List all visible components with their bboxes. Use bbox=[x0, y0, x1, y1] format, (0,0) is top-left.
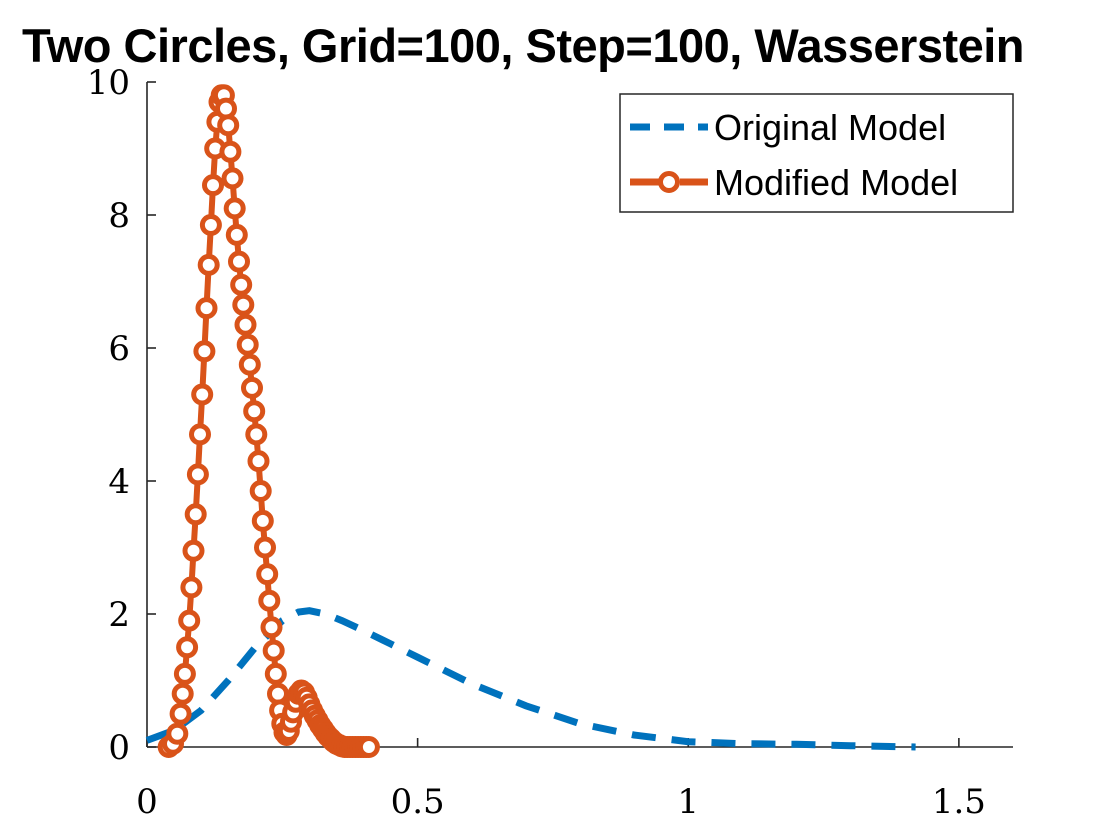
series-point-modified bbox=[217, 114, 240, 137]
series-point-modified bbox=[178, 609, 201, 632]
y-tick-label: 6 bbox=[108, 329, 130, 369]
x-tick-label: 0 bbox=[136, 782, 158, 822]
legend-label-modified: Modified Model bbox=[714, 162, 958, 203]
series-point-modified bbox=[184, 503, 207, 526]
y-tick-label: 4 bbox=[108, 462, 130, 502]
series-point-modified bbox=[173, 662, 196, 685]
series-point-modified bbox=[193, 340, 216, 363]
series-point-modified bbox=[236, 333, 259, 356]
chart-title: Two Circles, Grid=100, Step=100, Wassers… bbox=[22, 19, 1025, 72]
series-point-modified bbox=[223, 197, 246, 220]
series-point-modified bbox=[199, 214, 222, 236]
series-point-modified bbox=[232, 293, 255, 316]
series-point-modified bbox=[256, 563, 279, 586]
series-point-modified bbox=[219, 140, 242, 163]
series-point-modified bbox=[221, 167, 244, 190]
y-tick-label: 8 bbox=[108, 196, 130, 236]
y-ticks: 0 2 4 6 8 10 bbox=[87, 63, 156, 768]
series-point-modified bbox=[228, 250, 250, 273]
x-tick-label: 1.5 bbox=[932, 782, 986, 822]
legend-marker-modified bbox=[658, 171, 680, 193]
series-point-modified bbox=[230, 273, 253, 296]
x-tick-label: 0.5 bbox=[391, 782, 445, 822]
legend-label-original: Original Model bbox=[714, 107, 946, 148]
series-point-modified bbox=[247, 450, 270, 473]
series-point-modified bbox=[260, 616, 283, 639]
series-point-modified bbox=[243, 400, 266, 423]
series-point-modified bbox=[238, 353, 261, 376]
series-point-modified bbox=[251, 509, 274, 532]
series-point-modified bbox=[180, 576, 203, 599]
series-point-modified bbox=[202, 174, 224, 197]
series-point-modified bbox=[191, 383, 214, 406]
y-tick-label: 10 bbox=[87, 63, 130, 103]
legend: Original Model Modified Model bbox=[619, 93, 1014, 213]
x-ticks: 0 0.5 1 1.5 bbox=[136, 738, 986, 822]
series-point-modified bbox=[189, 423, 211, 446]
series-point-modified bbox=[357, 736, 380, 758]
x-tick-label: 1 bbox=[677, 782, 699, 822]
axes bbox=[146, 82, 1013, 748]
series-point-modified bbox=[166, 722, 189, 745]
series-point-modified bbox=[241, 376, 263, 399]
series-point-modified bbox=[176, 636, 199, 659]
series-point-modified bbox=[249, 480, 272, 502]
series-point-modified bbox=[182, 539, 205, 562]
series-point-modified bbox=[258, 589, 281, 612]
series-point-modified bbox=[262, 639, 285, 662]
plot-area bbox=[145, 84, 916, 758]
series-point-modified bbox=[225, 223, 248, 246]
legend-box bbox=[619, 93, 1014, 213]
series-point-modified bbox=[245, 423, 268, 446]
series-point-modified bbox=[186, 463, 209, 486]
y-tick-label: 0 bbox=[108, 728, 130, 768]
series-point-modified bbox=[195, 297, 218, 320]
series-point-modified bbox=[169, 702, 192, 725]
series-point-modified bbox=[264, 662, 287, 685]
series-point-modified bbox=[234, 313, 257, 336]
series-point-modified bbox=[254, 536, 276, 559]
y-tick-label: 2 bbox=[108, 595, 130, 635]
series-point-modified bbox=[171, 682, 194, 705]
series-line-original bbox=[145, 607, 916, 751]
series-point-modified bbox=[197, 253, 220, 276]
